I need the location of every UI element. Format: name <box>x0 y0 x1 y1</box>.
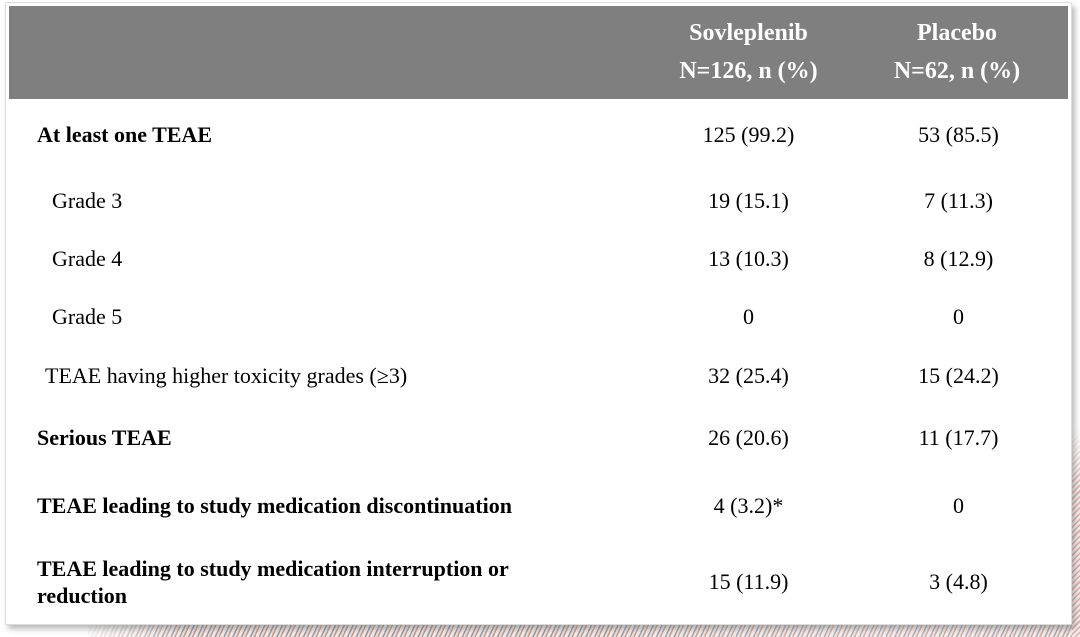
column-header-placebo-name: Placebo <box>917 20 997 47</box>
sovleplenib-value: 13 (10.3) <box>708 246 789 271</box>
table-header-row: Sovleplenib N=126, n (%) Placebo N=62, n… <box>9 6 1068 99</box>
column-header-sovleplenib: Sovleplenib N=126, n (%) <box>651 15 846 89</box>
sovleplenib-value: 0 <box>743 303 754 329</box>
decorative-pattern-right <box>1072 430 1080 637</box>
teae-summary-table: Sovleplenib N=126, n (%) Placebo N=62, n… <box>5 2 1072 625</box>
placebo-value: 15 (24.2) <box>918 362 999 388</box>
placebo-value: 3 (4.8) <box>929 569 988 594</box>
placebo-value: 8 (12.9) <box>923 246 994 271</box>
sovleplenib-value: 32 (25.4) <box>708 362 789 388</box>
decorative-pattern-bottom <box>88 624 1080 637</box>
column-header-placebo: Placebo N=62, n (%) <box>846 15 1068 89</box>
placebo-value: 11 (17.7) <box>918 424 999 450</box>
row-label: Serious TEAE <box>37 424 172 450</box>
table-row-serious-teae: Serious TEAE 26 (20.6) 11 (17.7) <box>6 405 1071 470</box>
placebo-value: 7 (11.3) <box>924 188 993 213</box>
column-header-sovleplenib-name: Sovleplenib <box>689 20 808 47</box>
sovleplenib-value: 26 (20.6) <box>708 424 789 450</box>
row-label: At least one TEAE <box>37 122 212 148</box>
row-label: TEAE leading to study medication interru… <box>37 555 509 609</box>
table-row-teae-higher-toxicity-grades: TEAE having higher toxicity grades (≥3) … <box>6 346 1071 405</box>
table-row-grade-5: Grade 5 0 0 <box>6 287 1071 346</box>
table-row-teae-interruption-or-reduction: TEAE leading to study medication interru… <box>6 542 1071 622</box>
row-label: TEAE having higher toxicity grades (≥3) <box>45 362 408 388</box>
row-label: TEAE leading to study medication discont… <box>37 493 512 519</box>
sovleplenib-value: 4 (3.2)* <box>713 493 784 518</box>
placebo-value: 0 <box>953 303 964 329</box>
row-label: Grade 4 <box>52 246 123 272</box>
placebo-value: 53 (85.5) <box>918 122 999 147</box>
column-header-placebo-n: N=62, n (%) <box>893 57 1021 84</box>
row-label: Grade 3 <box>52 188 123 214</box>
placebo-value: 0 <box>953 493 964 518</box>
table-row-grade-3: Grade 3 19 (15.1) 7 (11.3) <box>6 171 1071 231</box>
sovleplenib-value: 125 (99.2) <box>702 122 795 147</box>
table-row-teae-discontinuation: TEAE leading to study medication discont… <box>6 470 1071 542</box>
sovleplenib-value: 19 (15.1) <box>708 188 789 213</box>
table-row-at-least-one-teae: At least one TEAE 125 (99.2) 53 (85.5) <box>6 99 1071 171</box>
column-header-sovleplenib-n: N=126, n (%) <box>679 57 818 84</box>
row-label: Grade 5 <box>52 303 123 329</box>
sovleplenib-value: 15 (11.9) <box>708 569 789 594</box>
table-row-grade-4: Grade 4 13 (10.3) 8 (12.9) <box>6 231 1071 287</box>
